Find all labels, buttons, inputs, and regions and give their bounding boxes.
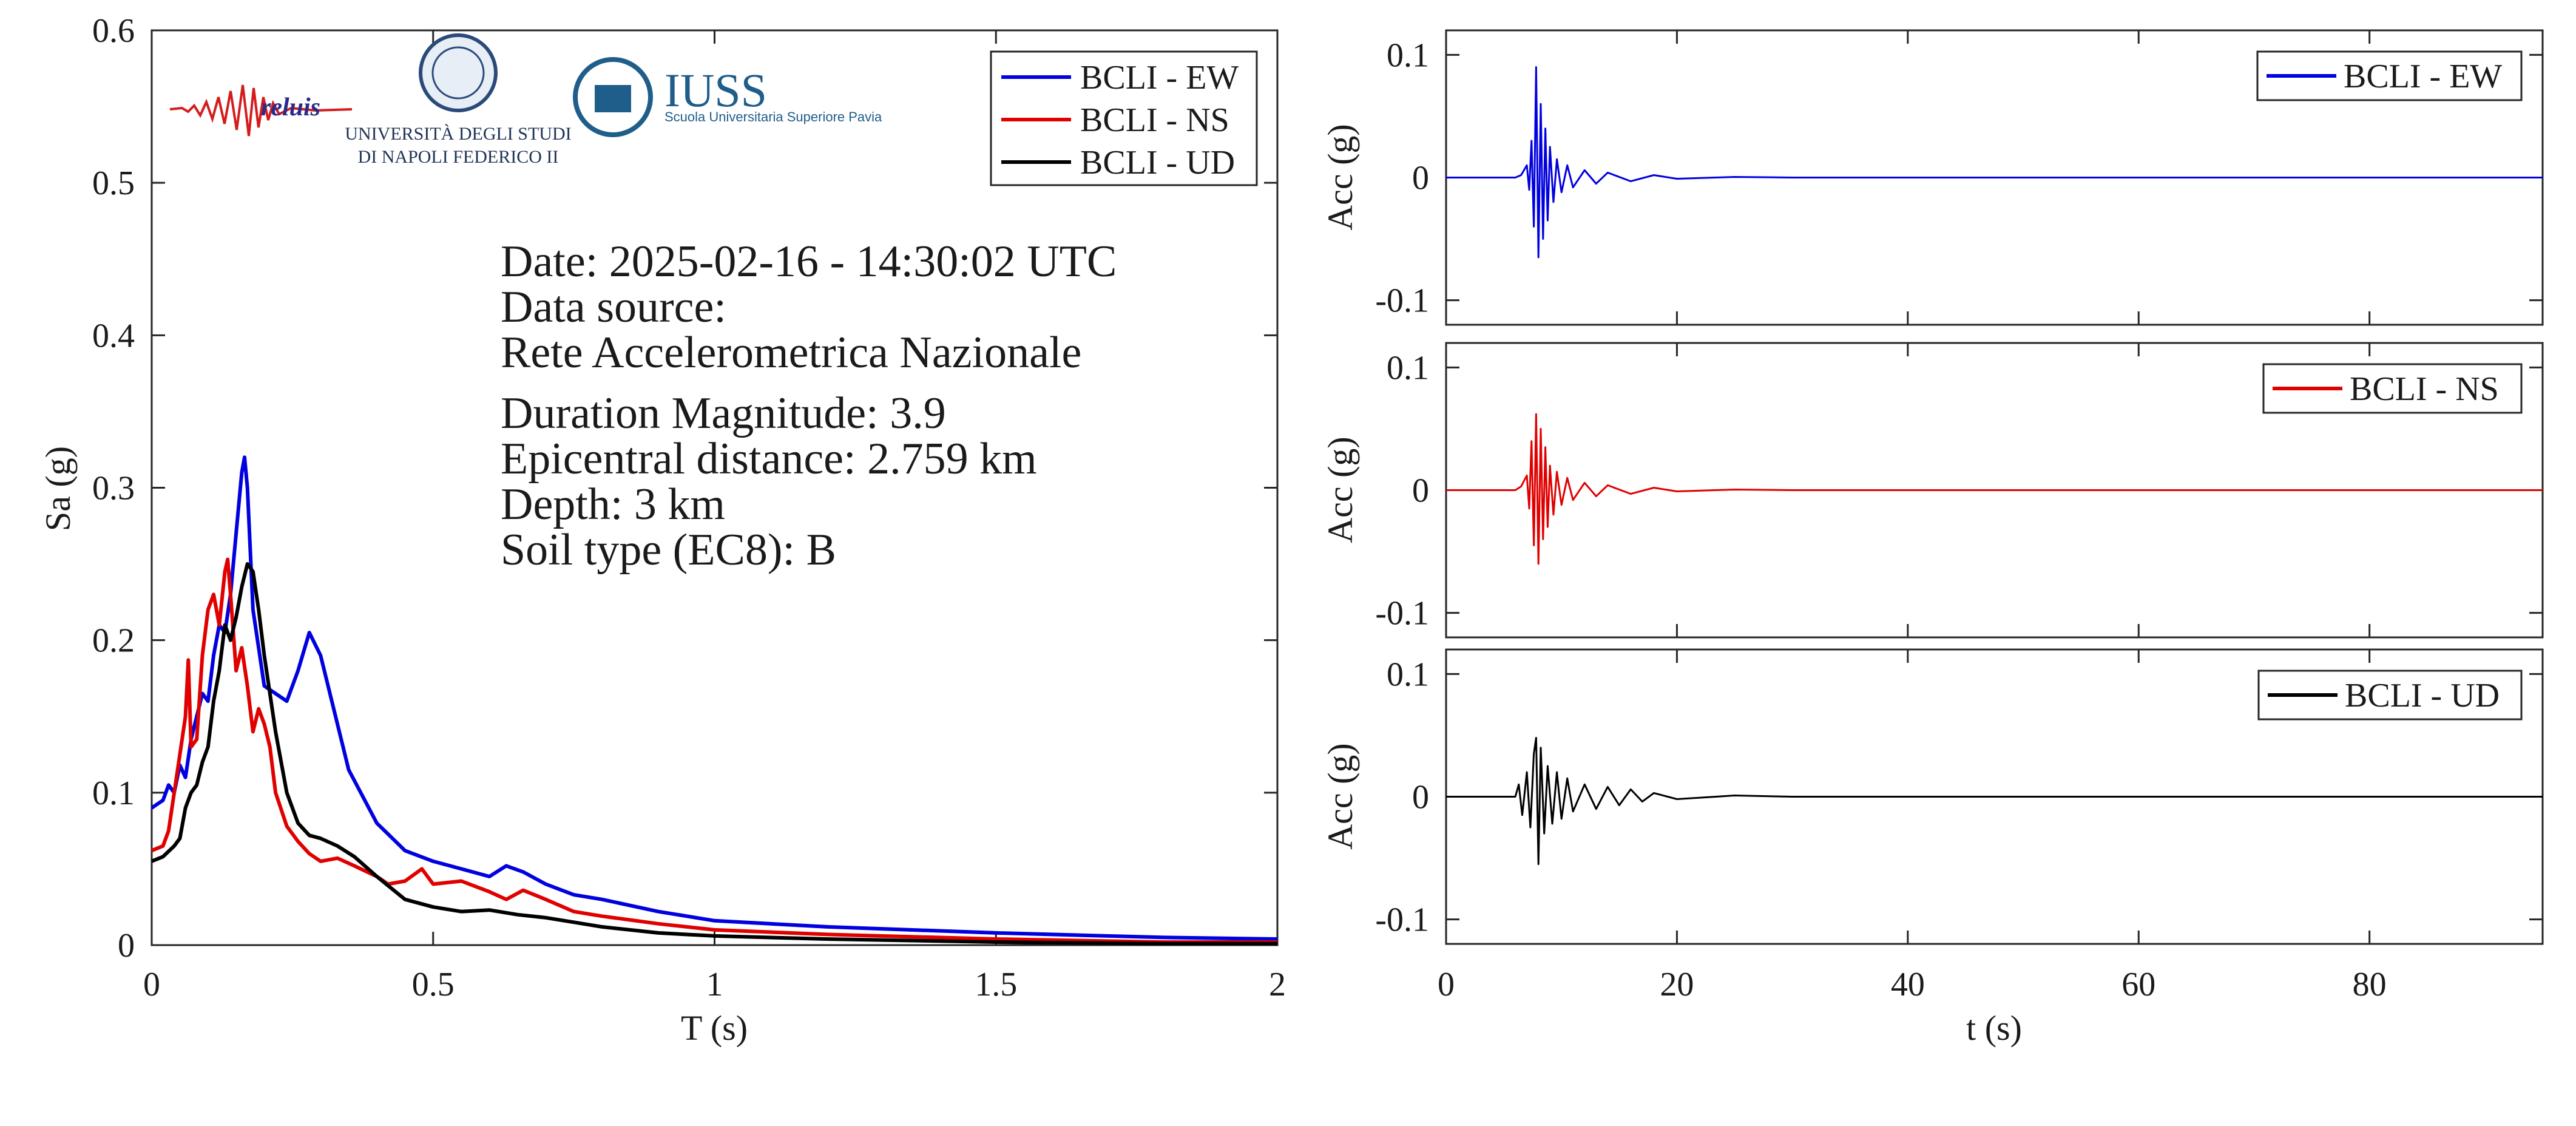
acc-ud-legend: BCLI - UD (2257, 670, 2523, 721)
spectrum-x-tick-label: 2 (1269, 966, 1286, 1003)
unina-logo-line1: UNIVERSITÀ DEGLI STUDI (345, 124, 571, 144)
spectrum-x-tick-label: 0.5 (412, 966, 455, 1003)
reluis-waveform-icon (169, 84, 353, 137)
spectrum-series-lines (150, 455, 1278, 946)
acc-ud-ticks: -0.100.10 20 40 60 80 (1375, 649, 2543, 1003)
info-source-value: Rete Accelerometrica Nazionale (501, 328, 1081, 378)
acc-ud-series-line (1446, 737, 2543, 866)
acc-ns-ticks: -0.1 0 0.1 (1375, 343, 2543, 637)
acc-ud-legend-label: BCLI - UD (2345, 677, 2500, 714)
acc-ew-y-axis-label: Acc (g) (1320, 124, 1360, 231)
acc-ew-series-line (1446, 66, 2543, 259)
acc-ew-chart: -0.1 0 0.1 Acc (g) BCLI - EW (1320, 29, 2544, 326)
info-depth: Depth: 3 km (501, 480, 725, 529)
spectrum-y-axis-label: Sa (g) (38, 446, 78, 531)
iuss-logo-subtitle: Scuola Universitaria Superiore Pavia (664, 109, 882, 124)
spectrum-y-tick-label: 0.6 (92, 12, 135, 50)
spectrum-y-tick-label: 0.2 (92, 622, 135, 660)
unina-seal-inner (431, 46, 485, 100)
acc-ud-x-tick-label: 40 (1891, 966, 1925, 1003)
acc-ud-x-tick-label: 20 (1660, 966, 1694, 1003)
acc-ud-y-tick-label: -0.1 (1375, 901, 1429, 939)
info-magnitude: Duration Magnitude: 3.9 (501, 388, 946, 438)
unina-logo-line2: DI NAPOLI FEDERICO II (358, 147, 559, 167)
acc-ns-y-axis-label: Acc (g) (1320, 436, 1360, 543)
spectrum-y-tick-label: 0.4 (92, 317, 135, 354)
spectrum-y-tick-label: 0.5 (92, 164, 135, 202)
acc-ns-legend-label: BCLI - NS (2350, 370, 2499, 408)
spectrum-x-tick-label: 0 (143, 966, 160, 1003)
spectrum-chart: 0 0.1 0.2 0.3 0.4 0.5 0.6 0 0.5 1 1.5 2 Sa (g) T (s… (38, 12, 1286, 1048)
acc-ns-legend: BCLI - NS (2262, 363, 2523, 414)
acc-ew-legend: BCLI - EW (2256, 50, 2523, 101)
acc-ns-y-tick-label: -0.1 (1375, 595, 1429, 633)
iuss-logo-title: IUSS (664, 64, 767, 117)
acc-ud-y-tick-label: 0 (1412, 779, 1429, 816)
spectrum-x-tick-label: 1.5 (975, 966, 1017, 1003)
acc-ud-chart: -0.100.10 20 40 60 80 Acc (g) t (s) BCLI - U… (1320, 648, 2544, 1048)
acc-ud-y-axis-label: Acc (g) (1320, 743, 1360, 850)
spectrum-ticks: 0 0.1 0.2 0.3 0.4 0.5 0.6 0 0.5 1 1.5 2 (92, 12, 1286, 1003)
acc-ns-chart: -0.1 0 0.1 Acc (g) BCLI - NS (1320, 342, 2544, 639)
event-info: Date: 2025-02-16 - 14:30:02 UTC Data sou… (501, 237, 1117, 575)
unina-logo: UNIVERSITÀ DEGLI STUDI DI NAPOLI FEDERIC… (345, 33, 572, 167)
spectrum-series-1 (150, 557, 1277, 944)
iuss-emblem-icon (573, 57, 653, 137)
spectrum-x-axis-label: T (s) (681, 1008, 748, 1048)
spectrum-series-2 (150, 562, 1277, 946)
acc-ns-series-line (1446, 413, 2543, 565)
iuss-emblem-building (595, 85, 631, 112)
unina-seal-icon (419, 33, 498, 112)
spectrum-y-tick-label: 0 (118, 927, 135, 965)
spectrum-x-tick-label: 1 (706, 966, 723, 1003)
acc-ew-ticks: -0.1 0 0.1 (1375, 30, 2543, 325)
legend-label-ns: BCLI - NS (1080, 101, 1229, 139)
acc-ud-x-tick-label: 0 (1438, 966, 1455, 1003)
acc-ew-legend-label: BCLI - EW (2344, 58, 2502, 95)
info-date: Date: 2025-02-16 - 14:30:02 UTC (501, 237, 1117, 287)
legend-label-ew: BCLI - EW (1080, 59, 1239, 97)
info-distance: Epicentral distance: 2.759 km (501, 434, 1037, 484)
acc-x-axis-label: t (s) (1966, 1008, 2022, 1048)
reluis-logo: reluis (169, 84, 353, 137)
iuss-logo: IUSS Scuola Universitaria Superiore Pavi… (573, 57, 882, 137)
acc-ew-y-tick-label: 0.1 (1387, 36, 1429, 74)
acc-ud-y-tick-label: 0.1 (1387, 656, 1429, 693)
info-source-label: Data source: (501, 282, 726, 332)
acc-ud-series-0 (1446, 737, 2543, 866)
acc-ew-y-tick-label: -0.1 (1375, 282, 1429, 320)
acc-ew-y-tick-label: 0 (1412, 160, 1429, 197)
acc-ns-series-0 (1446, 413, 2543, 565)
acc-ns-y-tick-label: 0 (1412, 472, 1429, 510)
reluis-logo-text: reluis (261, 93, 320, 121)
acc-ew-series-0 (1446, 66, 2543, 259)
spectrum-legend: BCLI - EW BCLI - NS BCLI - UD (990, 50, 1258, 186)
spectrum-y-tick-label: 0.3 (92, 470, 135, 507)
acc-ud-x-tick-label: 60 (2121, 966, 2155, 1003)
acc-ud-x-tick-label: 80 (2353, 966, 2387, 1003)
legend-label-ud: BCLI - UD (1080, 144, 1235, 181)
spectrum-y-tick-label: 0.1 (92, 775, 135, 812)
acc-ns-y-tick-label: 0.1 (1387, 349, 1429, 387)
info-soil: Soil type (EC8): B (501, 525, 836, 575)
